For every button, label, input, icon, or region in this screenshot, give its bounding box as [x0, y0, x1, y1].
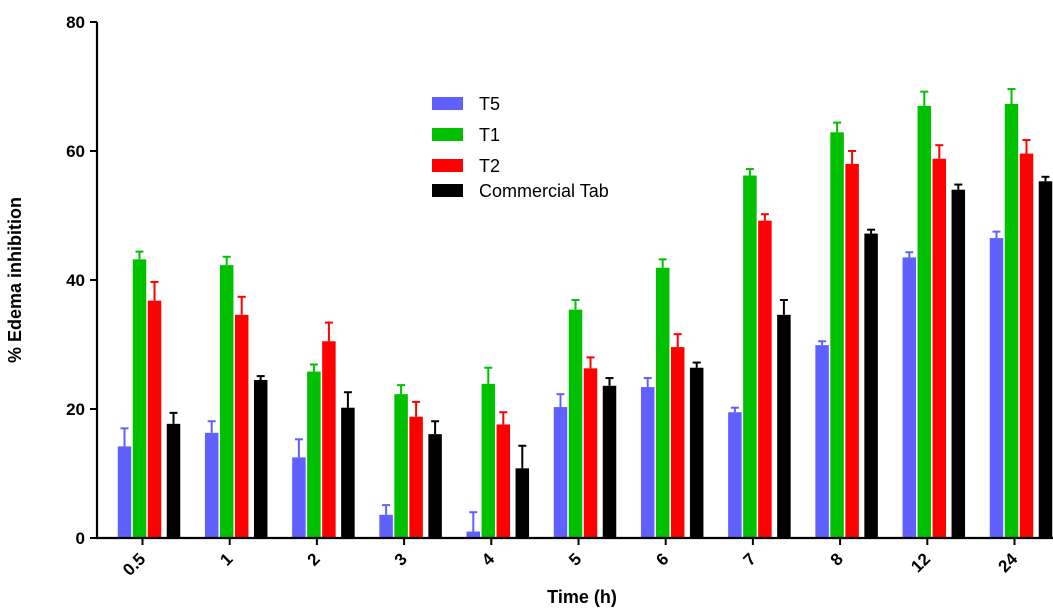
bar — [845, 163, 859, 538]
bar — [253, 379, 268, 538]
legend-label: T5 — [479, 94, 500, 114]
bar — [481, 383, 496, 538]
legend-swatch — [432, 128, 463, 141]
bar — [1019, 153, 1034, 538]
x-tick-label: 2 — [304, 549, 324, 569]
bar — [743, 175, 757, 538]
bar — [758, 220, 772, 538]
x-tick-label: 3 — [391, 549, 411, 569]
y-axis-title: % Edema inhibition — [5, 197, 25, 363]
bar — [515, 468, 530, 538]
bar — [466, 531, 481, 538]
x-tick-label: 6 — [652, 549, 672, 569]
bar — [583, 368, 598, 538]
legend-swatch — [432, 159, 463, 172]
plot-area — [117, 88, 1053, 539]
x-tick-label: 4 — [478, 549, 499, 570]
y-tick-label: 60 — [66, 142, 85, 161]
bar — [117, 446, 132, 538]
y-axis: 0 20 40 60 80 — [66, 13, 99, 548]
bar — [219, 265, 234, 538]
bar — [655, 267, 670, 538]
bar — [1004, 103, 1019, 538]
legend-swatch — [432, 184, 463, 197]
bar — [640, 387, 655, 538]
bar — [553, 407, 568, 538]
bar — [989, 238, 1004, 538]
bar — [689, 367, 704, 538]
y-tick-label: 80 — [66, 13, 85, 32]
bar — [409, 416, 423, 538]
bar — [728, 412, 742, 538]
legend: T5 T1 T2 Commercial Tab — [432, 94, 609, 201]
bar — [932, 158, 947, 539]
x-tick-label: 0.5 — [119, 549, 149, 579]
legend-label: T2 — [479, 156, 500, 176]
bar — [777, 314, 791, 538]
bar — [234, 314, 249, 538]
series-t2 — [147, 139, 1034, 539]
x-axis: 0.5 1 2 3 4 5 6 7 8 12 24 — [96, 536, 1053, 580]
bar — [147, 300, 162, 538]
bar — [204, 432, 219, 538]
x-tick-label: 12 — [907, 549, 934, 576]
x-axis-title: Time (h) — [547, 587, 617, 607]
x-tick-label: 24 — [995, 549, 1022, 576]
bar — [917, 105, 932, 538]
bar — [1038, 181, 1053, 538]
y-tick-label: 0 — [76, 529, 85, 548]
legend-swatch — [432, 97, 463, 110]
bar — [292, 457, 306, 538]
bar — [670, 347, 685, 538]
bar — [951, 189, 966, 538]
bar — [132, 259, 147, 538]
y-tick-label: 40 — [66, 271, 85, 290]
bar — [341, 407, 355, 538]
legend-label: Commercial Tab — [479, 181, 609, 201]
bar — [166, 423, 181, 538]
x-tick-label: 5 — [565, 549, 585, 569]
x-tick-label: 1 — [216, 549, 236, 569]
bar — [568, 309, 583, 538]
bar — [322, 341, 336, 538]
series-t5 — [117, 230, 1004, 538]
bar — [394, 394, 408, 538]
bar — [379, 514, 393, 538]
x-tick-label: 8 — [827, 549, 847, 569]
bar — [602, 385, 617, 538]
bar — [830, 132, 844, 539]
bar — [307, 371, 321, 538]
series-t1 — [132, 88, 1019, 539]
y-tick-label: 20 — [66, 400, 85, 419]
bar — [902, 257, 917, 538]
bar — [428, 434, 442, 538]
series-commercial-tab — [166, 175, 1053, 538]
bar — [815, 345, 829, 538]
bar — [496, 424, 511, 538]
bar — [864, 233, 878, 538]
legend-label: T1 — [479, 125, 500, 145]
x-tick-label: 7 — [740, 549, 760, 569]
